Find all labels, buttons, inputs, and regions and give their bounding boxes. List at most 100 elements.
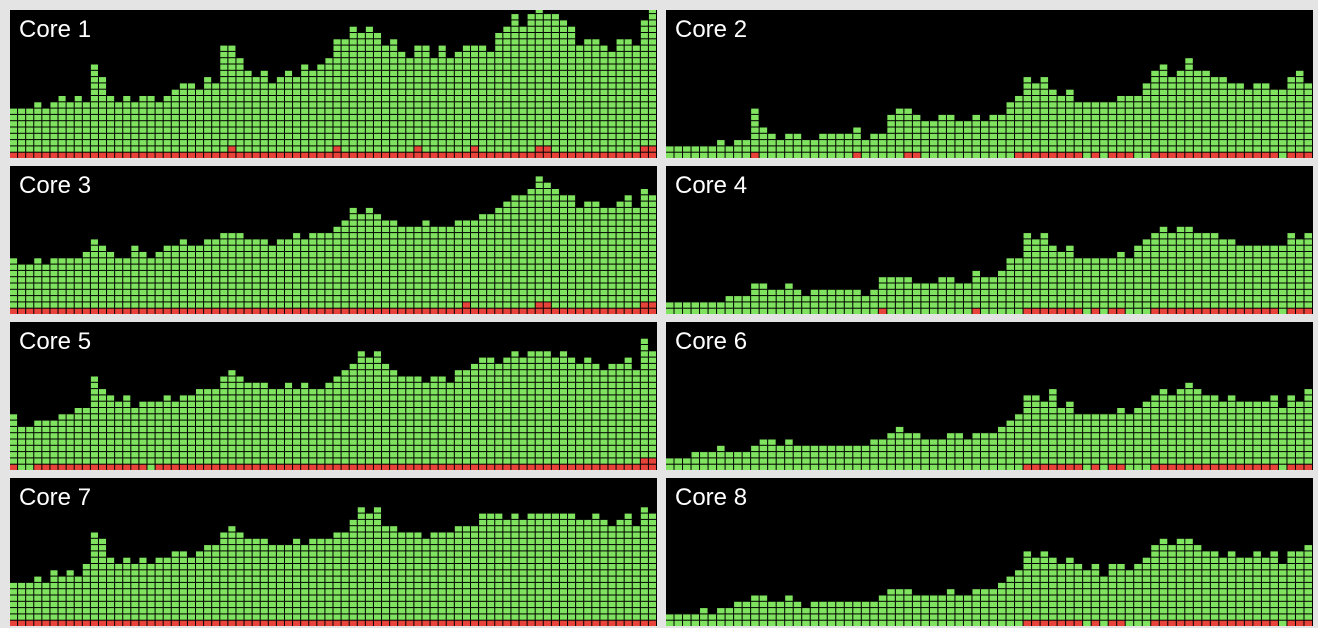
user-load-cell — [600, 89, 608, 95]
user-load-cell — [1032, 239, 1040, 245]
user-load-cell — [1117, 296, 1125, 302]
user-load-cell — [365, 363, 373, 370]
user-load-cell — [382, 277, 390, 283]
user-load-cell — [268, 426, 276, 433]
user-load-cell — [1074, 258, 1083, 264]
user-load-cell — [921, 289, 929, 296]
user-load-cell — [576, 458, 584, 464]
user-load-cell — [827, 152, 836, 158]
system-load-cell — [527, 308, 535, 314]
user-load-cell — [559, 146, 568, 152]
user-load-cell — [1304, 146, 1312, 152]
user-load-cell — [616, 258, 624, 264]
user-load-cell — [26, 108, 34, 114]
user-load-cell — [887, 277, 895, 283]
user-load-cell — [989, 308, 998, 314]
system-load-cell — [228, 146, 236, 152]
user-load-cell — [559, 45, 568, 51]
user-load-cell — [1108, 277, 1117, 283]
user-load-cell — [584, 239, 592, 245]
user-load-cell — [276, 258, 284, 264]
user-load-cell — [998, 439, 1006, 445]
user-load-cell — [1083, 127, 1091, 133]
user-load-cell — [414, 58, 422, 64]
user-load-cell — [708, 452, 717, 458]
user-load-cell — [608, 102, 616, 108]
user-load-cell — [260, 146, 268, 152]
user-load-cell — [895, 302, 904, 308]
user-load-cell — [98, 401, 107, 407]
user-load-cell — [349, 239, 357, 245]
user-load-cell — [462, 258, 470, 264]
user-load-cell — [147, 414, 155, 420]
user-load-cell — [511, 445, 519, 452]
user-load-cell — [1015, 96, 1023, 102]
user-load-cell — [430, 395, 438, 401]
user-load-cell — [1066, 252, 1074, 258]
user-load-cell — [1032, 277, 1040, 283]
user-load-cell — [317, 108, 325, 114]
user-load-cell — [1159, 83, 1168, 89]
user-load-cell — [228, 270, 236, 277]
user-load-cell — [1193, 83, 1202, 89]
user-load-cell — [592, 363, 600, 370]
user-load-cell — [1236, 258, 1244, 264]
user-load-cell — [1176, 140, 1185, 146]
user-load-cell — [989, 140, 998, 146]
user-load-cell — [608, 146, 616, 152]
system-load-cell — [382, 464, 390, 470]
user-load-cell — [648, 382, 656, 389]
user-load-cell — [568, 201, 576, 207]
user-load-cell — [204, 452, 212, 458]
system-load-cell — [398, 464, 406, 470]
user-load-cell — [301, 83, 309, 89]
system-load-cell — [519, 464, 527, 470]
user-load-cell — [438, 258, 446, 264]
user-load-cell — [576, 433, 584, 439]
user-load-cell — [341, 370, 349, 376]
user-load-cell — [479, 363, 487, 370]
user-load-cell — [1100, 140, 1108, 146]
user-load-cell — [543, 70, 551, 77]
user-load-cell — [527, 146, 535, 152]
user-load-cell — [592, 452, 600, 458]
user-load-cell — [115, 401, 123, 407]
user-load-cell — [446, 414, 454, 420]
user-load-cell — [349, 77, 357, 83]
user-load-cell — [929, 146, 938, 152]
user-load-cell — [50, 114, 58, 121]
user-load-cell — [204, 277, 212, 283]
user-load-cell — [438, 226, 446, 233]
user-load-cell — [819, 289, 827, 296]
user-load-cell — [495, 83, 503, 89]
user-load-cell — [1100, 102, 1108, 108]
user-load-cell — [204, 458, 212, 464]
user-load-cell — [276, 445, 284, 452]
user-load-cell — [1074, 296, 1083, 302]
user-load-cell — [734, 146, 742, 152]
user-load-cell — [220, 376, 228, 382]
user-load-cell — [26, 302, 34, 308]
user-load-cell — [284, 439, 293, 445]
user-load-cell — [1066, 439, 1074, 445]
user-load-cell — [616, 220, 624, 226]
user-load-cell — [98, 121, 107, 127]
user-load-cell — [293, 395, 301, 401]
user-load-cell — [462, 283, 470, 289]
user-load-cell — [139, 401, 147, 407]
user-load-cell — [576, 445, 584, 452]
user-load-cell — [1278, 308, 1287, 314]
user-load-cell — [1176, 133, 1185, 140]
user-load-cell — [1193, 127, 1202, 133]
user-load-cell — [414, 114, 422, 121]
user-load-cell — [487, 270, 495, 277]
user-load-cell — [147, 127, 155, 133]
user-load-cell — [204, 270, 212, 277]
user-load-cell — [1049, 426, 1057, 433]
user-load-cell — [284, 114, 293, 121]
user-load-cell — [1176, 127, 1185, 133]
user-load-cell — [559, 296, 568, 302]
user-load-cell — [333, 420, 341, 426]
user-load-cell — [1032, 133, 1040, 140]
system-load-cell — [260, 464, 268, 470]
